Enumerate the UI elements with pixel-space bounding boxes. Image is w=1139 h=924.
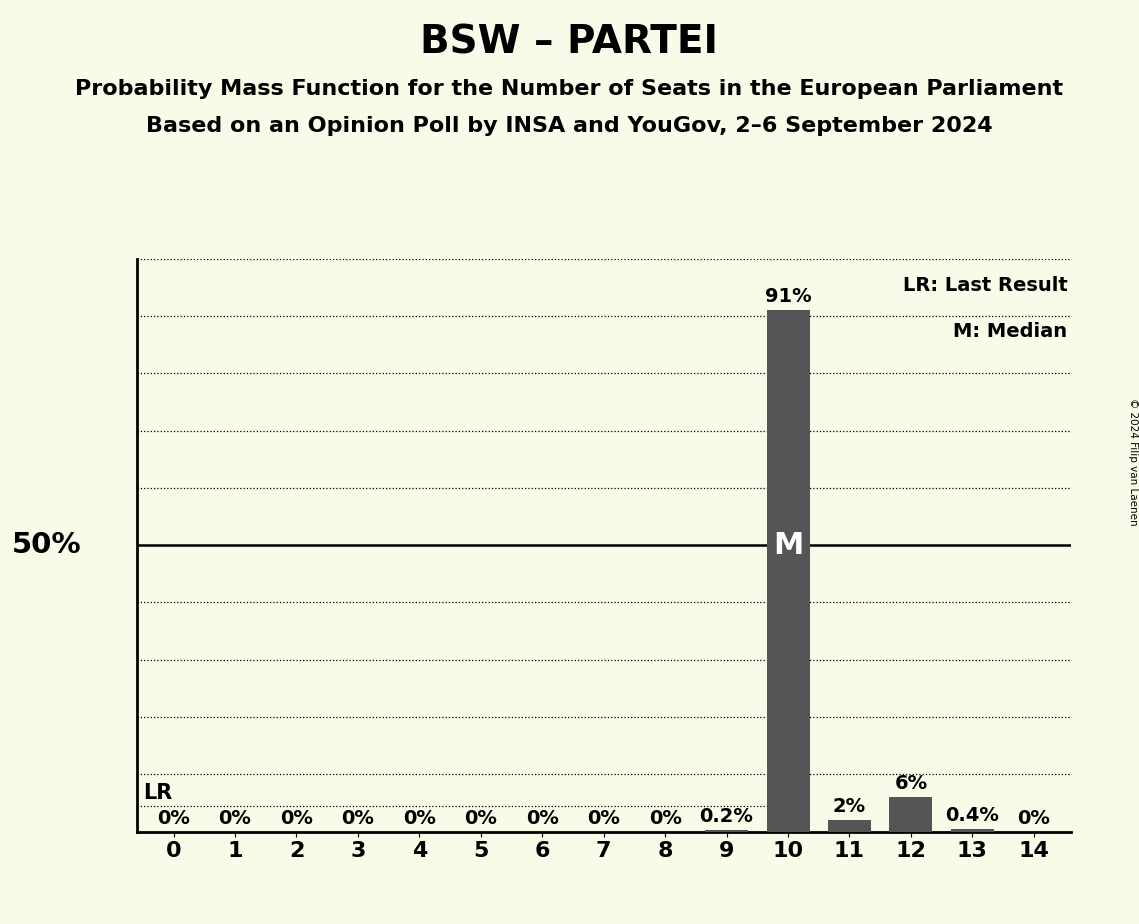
- Text: LR: Last Result: LR: Last Result: [903, 276, 1067, 295]
- Text: M: M: [773, 530, 803, 560]
- Text: BSW – PARTEI: BSW – PARTEI: [420, 23, 719, 61]
- Text: 0%: 0%: [526, 809, 558, 828]
- Text: 0%: 0%: [588, 809, 620, 828]
- Text: 0%: 0%: [649, 809, 681, 828]
- Text: 0%: 0%: [465, 809, 498, 828]
- Text: 0%: 0%: [342, 809, 375, 828]
- Text: 0%: 0%: [1017, 809, 1050, 828]
- Text: 91%: 91%: [764, 286, 811, 306]
- Text: 50%: 50%: [11, 531, 81, 559]
- Text: 0%: 0%: [403, 809, 436, 828]
- Bar: [890, 797, 933, 832]
- Text: Probability Mass Function for the Number of Seats in the European Parliament: Probability Mass Function for the Number…: [75, 79, 1064, 99]
- Text: 2%: 2%: [833, 796, 866, 816]
- Text: 0.4%: 0.4%: [945, 806, 999, 825]
- Bar: [767, 310, 810, 832]
- Text: Based on an Opinion Poll by INSA and YouGov, 2–6 September 2024: Based on an Opinion Poll by INSA and You…: [146, 116, 993, 136]
- Text: 0%: 0%: [157, 809, 190, 828]
- Text: 0.2%: 0.2%: [699, 807, 754, 826]
- Text: M: Median: M: Median: [953, 322, 1067, 341]
- Bar: [828, 821, 871, 832]
- Text: 6%: 6%: [894, 773, 927, 793]
- Text: LR: LR: [142, 783, 172, 803]
- Text: © 2024 Filip van Laenen: © 2024 Filip van Laenen: [1129, 398, 1138, 526]
- Bar: [951, 830, 994, 832]
- Text: 0%: 0%: [219, 809, 252, 828]
- Bar: [705, 831, 748, 832]
- Text: 0%: 0%: [280, 809, 313, 828]
